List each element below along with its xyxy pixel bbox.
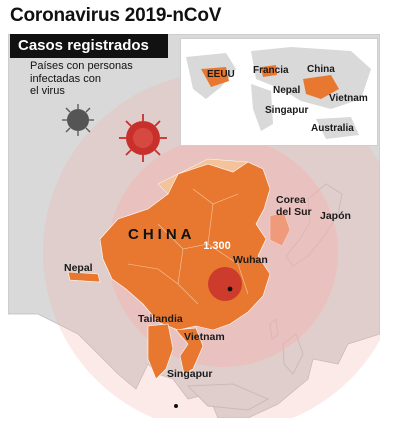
korea-shape: [269, 211, 291, 247]
thailand-shape: [147, 323, 174, 380]
inset-label-francia: Francia: [253, 65, 289, 76]
japan-shape: [285, 183, 343, 267]
label-corea: Corea del Sur: [276, 194, 312, 218]
vietnam-shape: [175, 327, 204, 375]
world-inset-map: EEUU Francia China Nepal Vietnam Singapu…: [180, 38, 378, 146]
label-singapur: Singapur: [167, 368, 213, 380]
inset-label-nepal: Nepal: [273, 85, 301, 96]
label-tailandia: Tailandia: [138, 313, 183, 325]
nepal-shape: [67, 271, 101, 283]
label-corea-line: Corea: [276, 194, 306, 206]
banner-title: Casos registrados: [10, 34, 168, 58]
virus-red-icon: [119, 114, 167, 162]
wuhan-circle: [208, 267, 242, 301]
legend-line: el virus: [30, 85, 65, 97]
inset-label-eeuu: EEUU: [207, 69, 235, 80]
label-wuhan: Wuhan: [233, 254, 268, 266]
legend-line: infectadas con: [30, 72, 101, 85]
legend-text: Países con personas infectadas con el vi…: [30, 60, 170, 98]
label-nepal: Nepal: [64, 262, 93, 274]
label-vietnam: Vietnam: [184, 331, 225, 343]
case-count: 1.300: [203, 240, 231, 252]
footer-strip: [0, 418, 400, 426]
label-china: CHINA: [128, 226, 196, 243]
virus-gray-icon: [62, 104, 94, 136]
page-title: Coronavirus 2019-nCoV: [10, 5, 222, 26]
inset-label-australia: Australia: [311, 123, 354, 134]
label-corea-line: del Sur: [276, 206, 312, 218]
legend-line: Países con personas: [30, 60, 133, 72]
inset-label-china: China: [307, 64, 335, 75]
inset-label-vietnam: Vietnam: [329, 93, 368, 104]
wuhan-dot: [227, 286, 233, 292]
inset-label-singapur: Singapur: [265, 105, 309, 116]
label-japon: Japón: [320, 210, 351, 222]
